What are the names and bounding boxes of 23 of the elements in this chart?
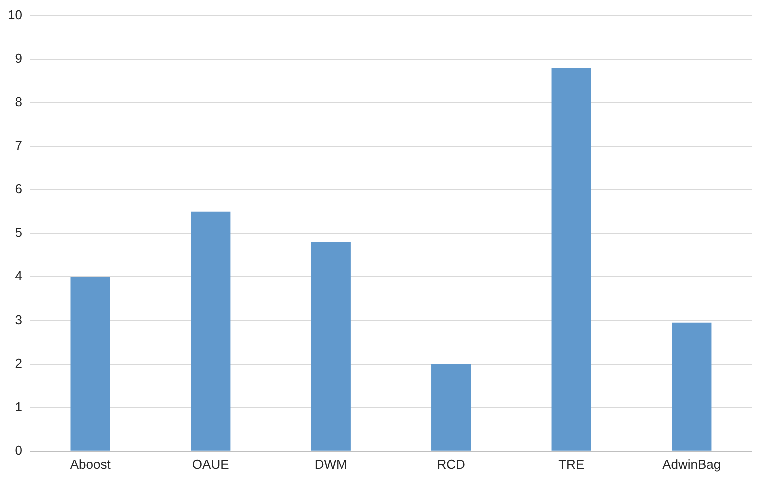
- x-tick-label: TRE: [558, 456, 585, 472]
- y-tick-label: 6: [15, 182, 22, 197]
- y-tick-label: 0: [15, 442, 22, 458]
- bar: [70, 277, 110, 451]
- bar: [311, 242, 351, 451]
- bar: [552, 68, 592, 451]
- y-tick-label: 10: [8, 7, 22, 22]
- x-tick-label: Aboost: [70, 456, 112, 472]
- y-tick-label: 1: [15, 399, 22, 414]
- y-tick-label: 4: [15, 268, 22, 284]
- y-tick-label: 2: [15, 356, 22, 371]
- y-tick-label: 3: [15, 312, 22, 328]
- bar: [672, 322, 712, 451]
- y-tick-label: 9: [15, 50, 22, 66]
- bar: [432, 364, 472, 451]
- x-tick-label: AdwinBag: [662, 456, 722, 472]
- x-tick-label: OAUE: [192, 456, 230, 472]
- x-tick-label: RCD: [437, 456, 466, 472]
- x-tick-label: DWM: [314, 456, 348, 472]
- bar: [191, 212, 231, 451]
- y-tick-label: 7: [15, 138, 22, 154]
- y-tick-label: 5: [15, 225, 22, 240]
- y-tick-label: 8: [15, 94, 22, 110]
